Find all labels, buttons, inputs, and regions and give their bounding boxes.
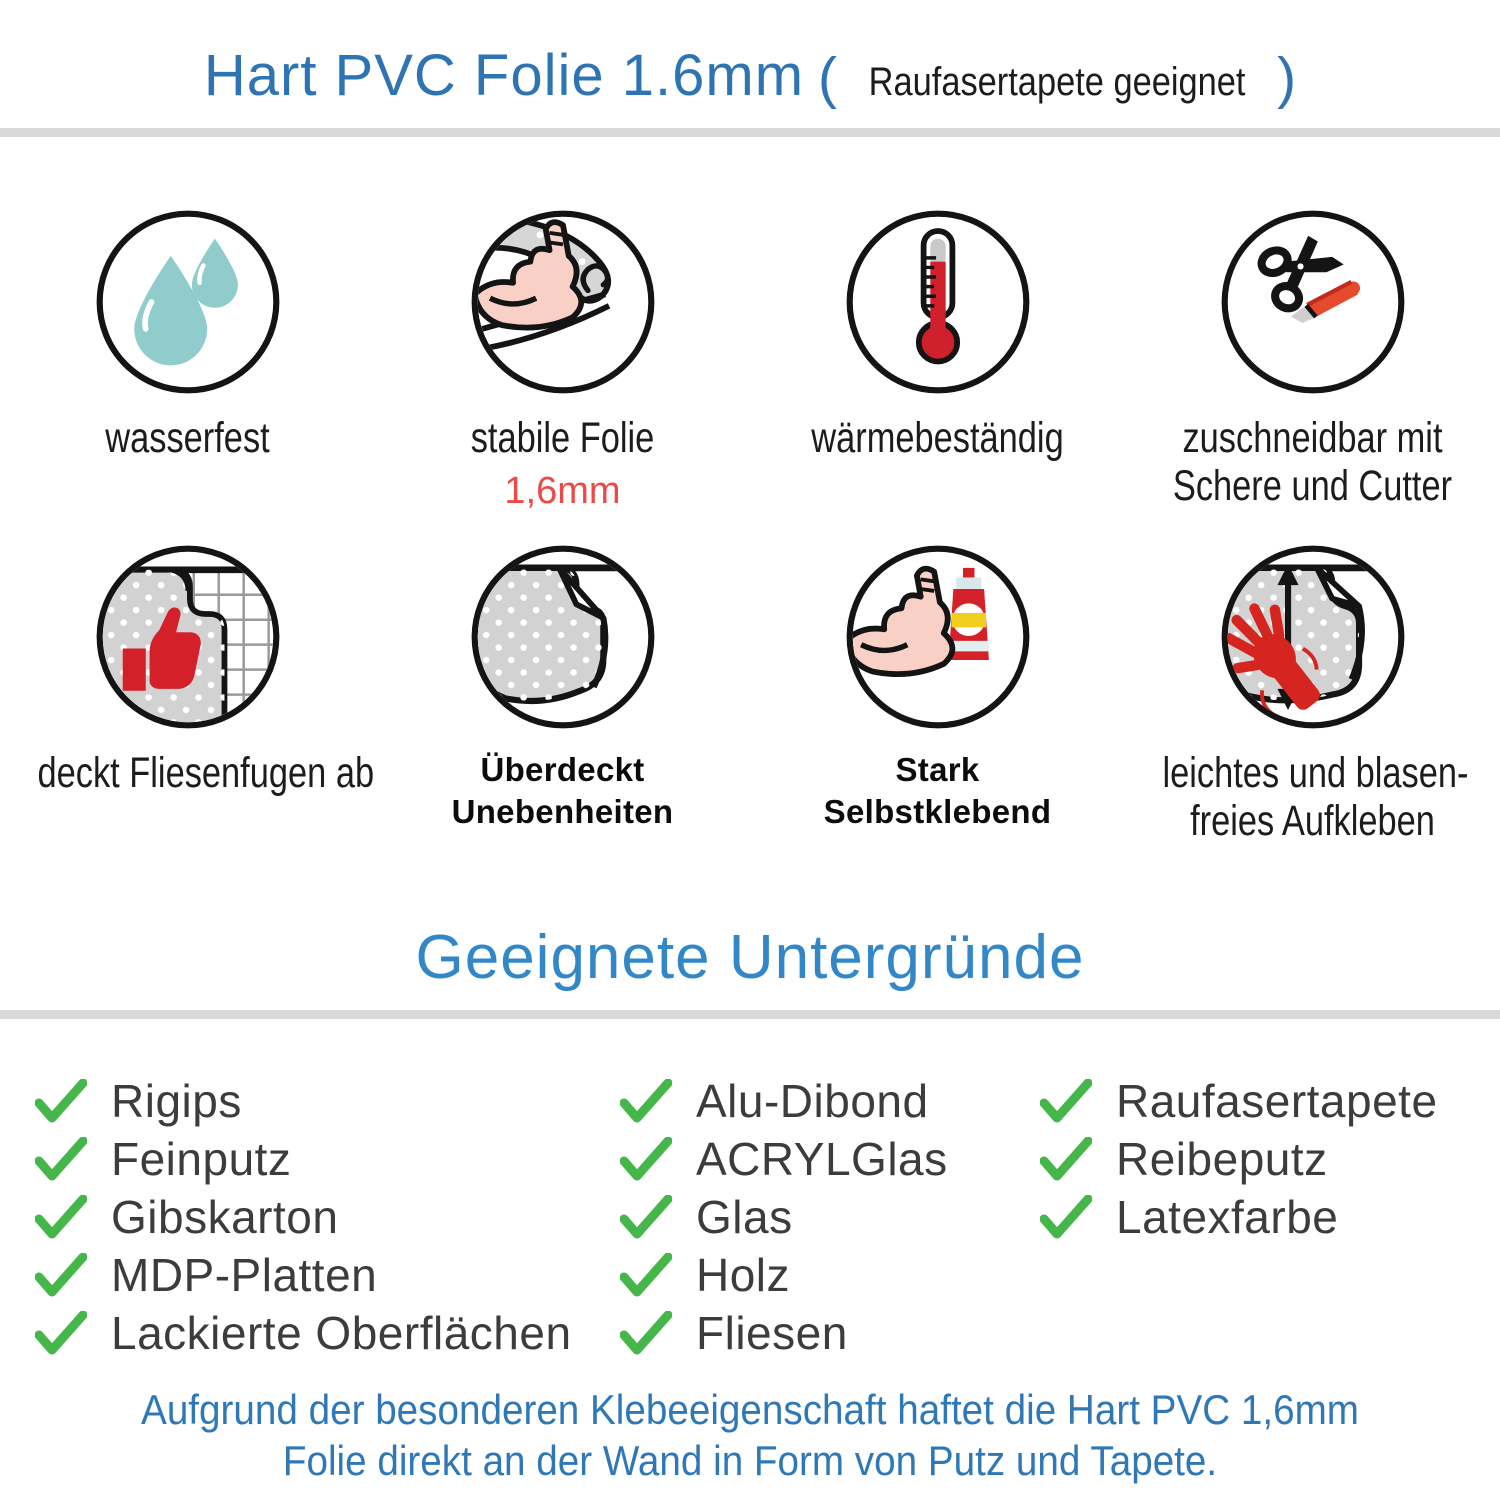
- substrate-item: Rigips: [35, 1072, 620, 1130]
- substrate-item: Raufasertapete: [1040, 1072, 1480, 1130]
- muscle-foil-icon: [375, 206, 750, 398]
- feature-label: wasserfest: [105, 414, 270, 462]
- feature-thickness-value: 1,6mm: [504, 470, 621, 513]
- substrate-label: MDP-Platten: [111, 1249, 378, 1301]
- feature-aufkleben: leichtes und blasen- freies Aufkleben: [1125, 541, 1500, 845]
- substrate-item: Alu-Dibond: [620, 1072, 1040, 1130]
- feature-label: freies Aufkleben: [1190, 797, 1435, 846]
- substrate-item: Feinputz: [35, 1130, 620, 1188]
- divider-middle: [0, 1010, 1500, 1019]
- check-icon: [35, 1253, 87, 1297]
- check-icon: [35, 1137, 87, 1181]
- substrates-column-1: Rigips Feinputz Gibskarton MDP-Platten L…: [35, 1072, 620, 1362]
- check-icon: [620, 1195, 672, 1239]
- substrate-label: Reibeputz: [1116, 1133, 1328, 1185]
- substrate-label: Latexfarbe: [1116, 1191, 1339, 1243]
- check-icon: [1040, 1195, 1092, 1239]
- substrate-item: ACRYLGlas: [620, 1130, 1040, 1188]
- check-icon: [35, 1311, 87, 1355]
- substrate-item: Reibeputz: [1040, 1130, 1480, 1188]
- feature-label: wärmebeständig: [811, 414, 1064, 462]
- thermometer-icon: [750, 206, 1125, 398]
- feature-label: stabile Folie: [470, 414, 655, 462]
- feature-fliesenfugen: deckt Fliesenfugen ab: [0, 541, 375, 845]
- substrate-label: Fliesen: [696, 1307, 848, 1359]
- substrate-label: ACRYLGlas: [696, 1133, 948, 1185]
- scissors-cutter-icon: [1125, 206, 1500, 398]
- hand-smoothing-icon: [1125, 541, 1500, 733]
- muscle-glue-icon: [750, 541, 1125, 733]
- check-icon: [620, 1253, 672, 1297]
- feature-zuschneidbar: zuschneidbar mit Schere und Cutter: [1125, 206, 1500, 513]
- title-paren-text: Raufasertapete geeignet: [868, 60, 1246, 104]
- water-drops-icon: [0, 206, 375, 398]
- substrates-column-3: Raufasertapete Reibeputz Latexfarbe: [1040, 1072, 1480, 1362]
- substrate-label: Gibskarton: [111, 1191, 339, 1243]
- feature-label: deckt Fliesenfugen ab: [37, 749, 375, 797]
- feature-label: Stark: [895, 751, 980, 788]
- divider-top: [0, 128, 1500, 137]
- check-icon: [1040, 1137, 1092, 1181]
- substrate-label: Holz: [696, 1249, 791, 1301]
- substrates-list: Rigips Feinputz Gibskarton MDP-Platten L…: [35, 1072, 1480, 1362]
- feature-wasserfest: wasserfest: [0, 206, 375, 513]
- substrate-label: Alu-Dibond: [696, 1075, 929, 1127]
- check-icon: [1040, 1079, 1092, 1123]
- feature-label: Überdeckt: [480, 751, 645, 788]
- feature-label: leichtes und blasen-: [1162, 749, 1469, 797]
- note-line-2: Folie direkt an der Wand in Form von Put…: [282, 1437, 1218, 1485]
- substrate-item: Latexfarbe: [1040, 1188, 1480, 1246]
- check-icon: [35, 1195, 87, 1239]
- title-paren-open: (: [818, 46, 838, 110]
- feature-label: Unebenheiten: [451, 793, 674, 831]
- substrates-heading: Geeignete Untergründe: [415, 923, 1085, 992]
- feature-waermebestaendig: wärmebeständig: [750, 206, 1125, 513]
- check-icon: [620, 1311, 672, 1355]
- note-line-1: Aufgrund der besonderen Klebeeigenschaft…: [141, 1386, 1359, 1433]
- substrate-item: Lackierte Oberflächen: [35, 1304, 620, 1362]
- check-icon: [35, 1079, 87, 1123]
- feature-row-2: deckt Fliesenfugen ab: [0, 541, 1500, 845]
- substrate-item: MDP-Platten: [35, 1246, 620, 1304]
- substrate-item: Fliesen: [620, 1304, 1040, 1362]
- substrate-label: Raufasertapete: [1116, 1075, 1438, 1127]
- feature-label: zuschneidbar mit: [1182, 414, 1443, 462]
- feature-label: Schere und Cutter: [1172, 462, 1453, 511]
- substrate-label: Feinputz: [111, 1133, 292, 1185]
- foil-fold-icon: [375, 541, 750, 733]
- substrate-item: Glas: [620, 1188, 1040, 1246]
- feature-stabile-folie: stabile Folie 1,6mm: [375, 206, 750, 513]
- substrates-column-2: Alu-Dibond ACRYLGlas Glas Holz Fliesen: [620, 1072, 1040, 1362]
- footer-note: Aufgrund der besonderen Klebeeigenschaft…: [0, 1384, 1500, 1486]
- feature-ueberdeckt: Überdeckt Unebenheiten: [375, 541, 750, 845]
- substrate-item: Holz: [620, 1246, 1040, 1304]
- title-main: Hart PVC Folie 1.6mm: [203, 43, 805, 108]
- thumbs-up-tiles-icon: [0, 541, 375, 733]
- feature-row-1: wasserfest: [0, 206, 1500, 513]
- check-icon: [620, 1137, 672, 1181]
- substrate-label: Glas: [696, 1191, 793, 1243]
- feature-selbstklebend: Stark Selbstklebend: [750, 541, 1125, 845]
- substrate-label: Lackierte Oberflächen: [111, 1307, 572, 1359]
- title-paren-close: ): [1277, 46, 1297, 110]
- feature-label: Selbstklebend: [823, 793, 1052, 831]
- page-title: Hart PVC Folie 1.6mm( Raufasertapete geei…: [0, 42, 1500, 110]
- substrate-item: Gibskarton: [35, 1188, 620, 1246]
- substrate-label: Rigips: [111, 1075, 242, 1127]
- check-icon: [620, 1079, 672, 1123]
